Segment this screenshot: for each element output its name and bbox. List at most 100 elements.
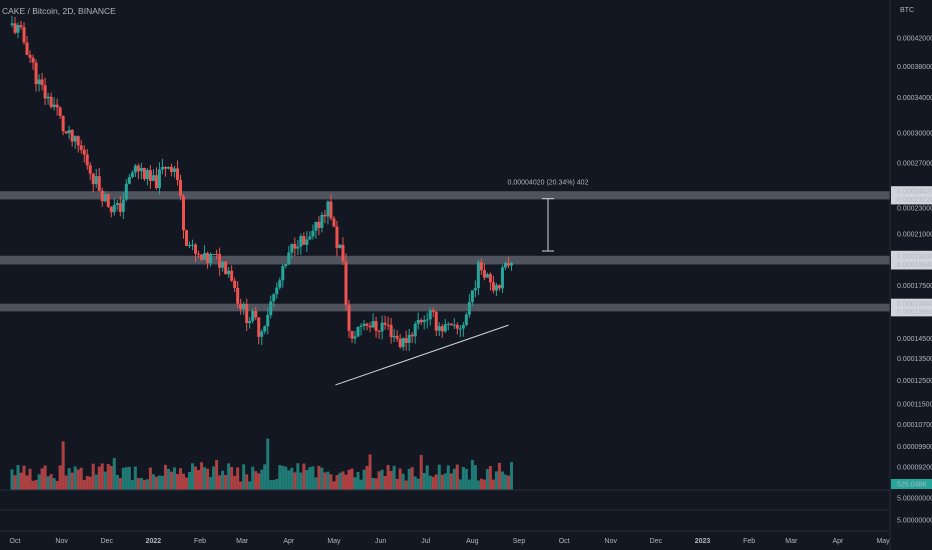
price-tick-label: 0.00021000	[897, 231, 932, 238]
zone-price-label: 0.00023720	[897, 197, 932, 204]
candle-body	[503, 262, 507, 268]
candle-body	[389, 324, 393, 338]
zone-price-tag	[891, 186, 932, 197]
candle-body	[151, 175, 155, 181]
price-tick-label: 0.00009900	[897, 444, 932, 451]
time-tick-label: May	[876, 538, 890, 545]
volume-bar	[91, 463, 95, 490]
volume-tag	[891, 479, 932, 489]
candle-body	[233, 280, 237, 288]
price-axis[interactable]: BTC 0.00042000 0.00038000 0.00034000 0.00030…	[891, 7, 932, 525]
volume-bar	[178, 468, 182, 490]
candle-body	[145, 170, 149, 180]
sr-zone-1[interactable]	[0, 255, 890, 265]
sr-zone-0[interactable]	[0, 191, 890, 200]
candle-body	[109, 206, 113, 213]
candle-body	[64, 131, 68, 134]
price-tick-label: 0.00009200	[897, 465, 932, 472]
volume-bar	[221, 470, 225, 490]
volume-bar	[34, 479, 38, 490]
candle-body	[356, 326, 360, 337]
candle-body	[347, 304, 351, 331]
volume-bar	[124, 467, 128, 490]
volume-bar	[506, 475, 510, 490]
candle-body	[485, 274, 489, 278]
volume-bar	[242, 464, 246, 490]
candle-body	[509, 262, 513, 266]
time-tick-label: Oct	[559, 538, 570, 545]
volume-bar	[169, 471, 173, 490]
volume-bar	[368, 454, 372, 490]
candle-body	[284, 264, 288, 267]
candle-body	[245, 303, 249, 323]
candle-body	[341, 244, 345, 262]
volume-bar	[305, 469, 309, 490]
candle-body	[85, 154, 89, 166]
candle-body	[163, 166, 167, 169]
volume-bar	[452, 468, 456, 490]
volume-bar	[251, 466, 255, 490]
candle-body	[278, 280, 282, 288]
candle-body	[461, 325, 465, 329]
volume-bar	[473, 465, 477, 490]
candle-body	[251, 311, 255, 321]
candle-body	[275, 287, 279, 295]
candle-body	[491, 282, 495, 291]
candle-body	[440, 326, 444, 332]
currency-label: BTC	[900, 7, 914, 14]
volume-bar	[290, 467, 294, 490]
time-axis[interactable]: Oct Nov Dec 2022 Feb Mar Apr May Jun Jul Aug Sep Oct…	[10, 538, 891, 545]
candle-body	[169, 166, 173, 172]
candle-body	[10, 23, 14, 25]
candle-body	[154, 175, 158, 189]
volume-bar	[76, 469, 80, 490]
volume-bar	[191, 463, 195, 490]
time-tick-label: Feb	[194, 538, 206, 545]
candle-body	[305, 239, 309, 245]
candle-body	[127, 177, 131, 184]
candle-body	[76, 136, 80, 146]
volume-bar	[257, 473, 261, 490]
drawings-layer[interactable]: 0.00004020 (20.34%) 402	[335, 180, 589, 386]
volume-bar	[326, 471, 330, 490]
volume-bar	[22, 465, 26, 490]
trendline[interactable]	[335, 324, 509, 386]
candle-body	[142, 167, 146, 180]
volume-bar	[359, 479, 363, 490]
candle-body	[13, 23, 17, 33]
candle-body	[458, 328, 462, 330]
volume-bar	[194, 466, 198, 490]
volume-bar	[233, 475, 237, 490]
candle-body	[148, 170, 152, 181]
volume-bar	[335, 474, 339, 490]
candle-body	[197, 253, 201, 255]
time-tick-label: Apr	[832, 538, 844, 545]
candle-body	[392, 335, 396, 338]
volume-bar	[130, 480, 134, 490]
volume-bar	[46, 476, 50, 490]
volume-bar	[338, 472, 342, 490]
volume-bar	[314, 477, 318, 490]
sr-zone-2[interactable]	[0, 303, 890, 312]
volume-bar	[476, 480, 480, 490]
volume-bar	[215, 459, 219, 490]
candle-body	[133, 165, 137, 173]
volume-bar	[371, 478, 375, 490]
volume-bar	[419, 454, 423, 490]
volume-bar	[172, 467, 176, 490]
volume-bar	[163, 464, 167, 490]
volume-bar	[317, 465, 321, 490]
candle-body	[94, 176, 98, 185]
candle-body	[22, 27, 26, 43]
zone-price-tag	[891, 250, 932, 261]
candle-body	[338, 244, 342, 248]
volume-bar	[148, 467, 152, 490]
volume-bar	[509, 462, 513, 490]
candle-body	[73, 136, 77, 142]
candle-body	[464, 314, 468, 326]
price-tick-label: 0.00011500	[897, 401, 932, 408]
price-tick-label: 0.00023000	[897, 206, 932, 213]
candle-body	[311, 230, 315, 237]
volume-bar	[323, 472, 327, 490]
